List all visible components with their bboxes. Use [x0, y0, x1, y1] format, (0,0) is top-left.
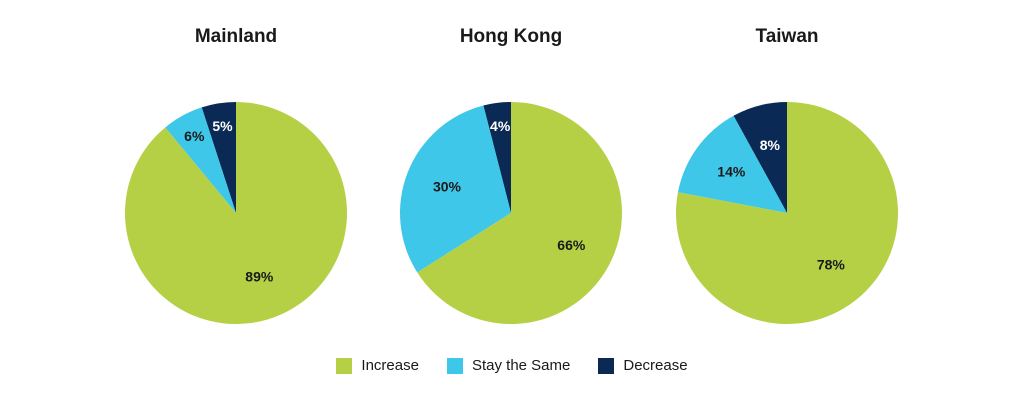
pie-slice-taiwan-increase	[676, 101, 898, 324]
legend-item-increase: Increase	[336, 357, 419, 374]
legend-swatch-increase	[336, 357, 353, 374]
slice-label-mainland-decrease: 5%	[212, 118, 233, 134]
slice-label-taiwan-increase: 78%	[817, 257, 846, 273]
slice-label-hong-kong-decrease: 4%	[490, 118, 511, 134]
chart-title-hong-kong: Hong Kong	[460, 26, 562, 47]
legend-item-stay-the-same: Stay the Same	[446, 357, 571, 374]
pie-slice-hong-kong-decrease	[483, 102, 511, 213]
pie-slice-mainland-decrease	[201, 102, 236, 213]
legend-label-decrease: Decrease	[623, 357, 688, 374]
legend-item-decrease: Decrease	[598, 357, 688, 374]
pie-slice-mainland-stay-the-same	[165, 107, 236, 213]
pie-slice-taiwan-decrease	[733, 102, 787, 213]
pie-slice-taiwan-stay-the-same	[677, 115, 787, 213]
legend-swatch-decrease	[598, 357, 615, 374]
legend-label-increase: Increase	[361, 357, 419, 374]
slice-label-hong-kong-increase: 66%	[557, 237, 586, 253]
slice-label-taiwan-decrease: 8%	[760, 137, 781, 153]
legend-swatch-stay-the-same	[446, 357, 463, 374]
chart-title-mainland: Mainland	[195, 26, 277, 47]
legend-label-stay-the-same: Stay the Same	[471, 357, 571, 374]
slice-label-mainland-increase: 89%	[245, 268, 274, 284]
slice-label-taiwan-stay-the-same: 14%	[717, 163, 746, 179]
pie-slice-hong-kong-increase	[417, 102, 623, 325]
slice-label-mainland-stay-the-same: 6%	[184, 128, 205, 144]
pie-slice-mainland-increase	[125, 102, 348, 324]
chart-title-taiwan: Taiwan	[756, 26, 819, 47]
pie-charts: Mainland 5% 6% 89% Hong Kong 4% 30% 66% Taiwan 8%…	[125, 26, 898, 325]
pie-slice-hong-kong-stay-the-same	[400, 105, 511, 273]
legend: Increase Stay the Same Decrease	[0, 357, 1024, 374]
slice-label-hong-kong-stay-the-same: 30%	[433, 178, 462, 194]
